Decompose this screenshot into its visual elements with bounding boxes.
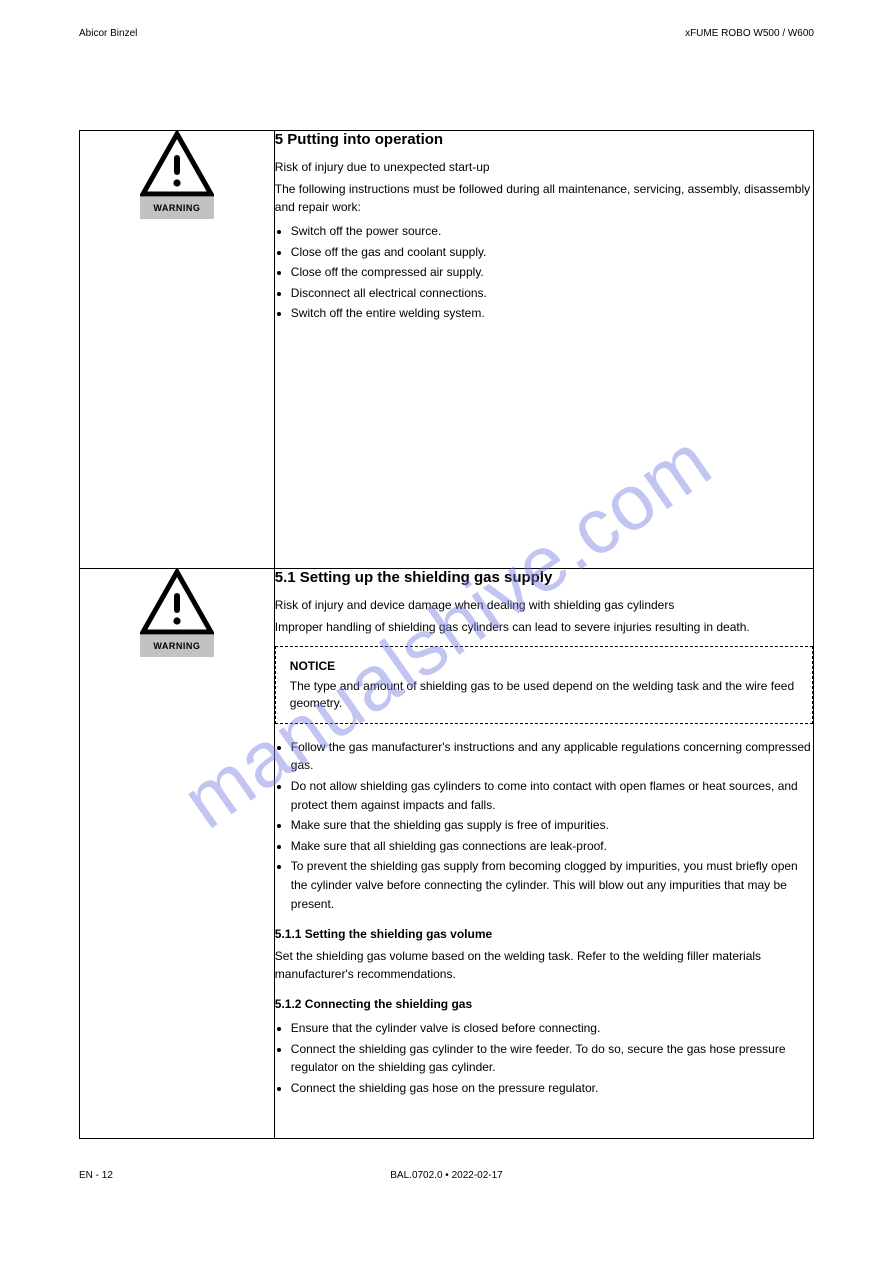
notice-box: NOTICE The type and amount of shielding …	[275, 646, 813, 724]
row2-p2: Improper handling of shielding gas cylin…	[275, 618, 813, 636]
row2-list: Follow the gas manufacturer's instructio…	[275, 738, 813, 913]
row1-content-cell: 5 Putting into operation Risk of injury …	[274, 131, 813, 569]
row2-li2: Do not allow shielding gas cylinders to …	[291, 777, 813, 814]
sub2-li2: Connect the shielding gas cylinder to th…	[291, 1040, 813, 1077]
header-left: Abicor Binzel	[79, 28, 137, 39]
row2-li1: Follow the gas manufacturer's instructio…	[291, 738, 813, 775]
notice-text: The type and amount of shielding gas to …	[290, 678, 798, 713]
row1-body: Risk of injury due to unexpected start-u…	[275, 158, 813, 323]
footer-center: BAL.0702.0 • 2022-02-17	[390, 1170, 502, 1181]
warning-triangle-icon	[140, 569, 214, 635]
row2-li5: To prevent the shielding gas supply from…	[291, 857, 813, 913]
row1-p1: Risk of injury due to unexpected start-u…	[275, 158, 813, 176]
sub1-body: Set the shielding gas volume based on th…	[275, 947, 813, 983]
sub2-li3: Connect the shielding gas hose on the pr…	[291, 1079, 813, 1098]
warning-triangle-icon	[140, 131, 214, 197]
row1-li5: Switch off the entire welding system.	[291, 304, 813, 323]
subheading-5-1-2: 5.1.2 Connecting the shielding gas	[275, 995, 813, 1013]
row1-icon-cell: WARNING	[80, 131, 275, 569]
footer-left: EN - 12	[79, 1170, 113, 1181]
sub2-list: Ensure that the cylinder valve is closed…	[275, 1019, 813, 1097]
row2-content-cell: 5.1 Setting up the shielding gas supply …	[274, 569, 813, 1139]
row1-list: Switch off the power source. Close off t…	[275, 222, 813, 323]
row1-p2: The following instructions must be follo…	[275, 180, 813, 216]
notice-title: NOTICE	[290, 657, 798, 675]
row2-li4: Make sure that all shielding gas connect…	[291, 837, 813, 856]
row2-p1: Risk of injury and device damage when de…	[275, 596, 813, 614]
subheading-5-1-1: 5.1.1 Setting the shielding gas volume	[275, 925, 813, 943]
row2-li3: Make sure that the shielding gas supply …	[291, 816, 813, 835]
sub2-li1: Ensure that the cylinder valve is closed…	[291, 1019, 813, 1038]
row1-li2: Close off the gas and coolant supply.	[291, 243, 813, 262]
section-heading-5: 5 Putting into operation	[275, 131, 813, 148]
manual-table: WARNING 5 Putting into operation Risk of…	[79, 130, 814, 1139]
row2-icon-cell: WARNING	[80, 569, 275, 1139]
row1-li1: Switch off the power source.	[291, 222, 813, 241]
row2-body: Risk of injury and device damage when de…	[275, 596, 813, 1098]
warning-label: WARNING	[140, 197, 214, 219]
section-heading-5-1: 5.1 Setting up the shielding gas supply	[275, 569, 813, 586]
header-right: xFUME ROBO W500 / W600	[685, 28, 814, 39]
row1-li3: Close off the compressed air supply.	[291, 263, 813, 282]
warning-label: WARNING	[140, 635, 214, 657]
row1-li4: Disconnect all electrical connections.	[291, 284, 813, 303]
